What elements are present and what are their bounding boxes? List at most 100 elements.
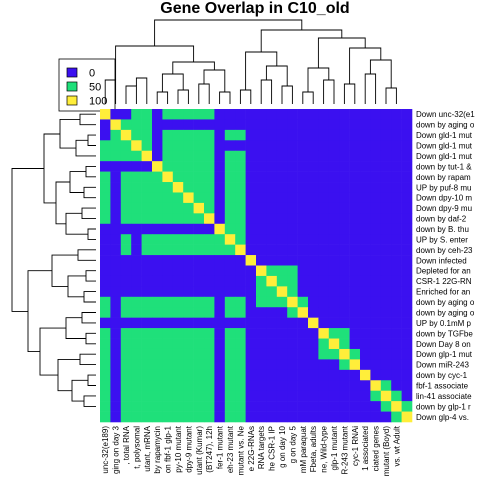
heatmap-cell (287, 380, 298, 391)
heatmap-cell (318, 119, 330, 131)
dendrogram-branch (79, 353, 96, 366)
heatmap-cell (339, 223, 350, 235)
heatmap-cell (328, 380, 340, 391)
heatmap-cell (131, 182, 142, 193)
heatmap-cell (360, 223, 371, 235)
dendrogram-branch (364, 73, 377, 104)
heatmap-cell (152, 192, 163, 204)
heatmap-cell (235, 317, 246, 329)
heatmap-cell (235, 213, 246, 225)
heatmap-cell (380, 317, 392, 329)
heatmap-cell (224, 182, 236, 193)
heatmap-cell (245, 244, 257, 256)
heatmap-cell (193, 380, 205, 391)
heatmap-cell (349, 161, 361, 172)
heatmap-cell (360, 359, 371, 371)
heatmap-cell (360, 307, 371, 318)
heatmap-cell (380, 140, 392, 152)
heatmap-cell (214, 328, 226, 339)
heatmap-cell (214, 380, 226, 391)
heatmap-cell (297, 369, 309, 381)
heatmap-cell (100, 317, 111, 329)
heatmap-cell (266, 275, 278, 287)
heatmap-cell (245, 380, 257, 391)
heatmap-cell (245, 307, 257, 318)
heatmap-cell (141, 255, 153, 266)
legend-swatch (66, 67, 78, 78)
heatmap-cell (214, 234, 226, 245)
heatmap-cell (370, 348, 382, 360)
heatmap-cell (328, 234, 340, 245)
heatmap-cell (370, 265, 382, 277)
heatmap-cell (339, 411, 350, 423)
heatmap-cell (297, 390, 309, 402)
heatmap-cell (328, 119, 340, 131)
heatmap-cell (183, 161, 194, 172)
heatmap-cell (276, 317, 288, 329)
heatmap-cell (349, 223, 361, 235)
heatmap-cell (360, 286, 371, 298)
heatmap-cell (318, 202, 330, 214)
dendrogram-branch (39, 327, 66, 376)
column-label: glp-1 mutant (330, 425, 339, 470)
heatmap-cell (172, 192, 184, 204)
dendrogram-branch (75, 139, 96, 157)
heatmap-cell (245, 411, 257, 423)
heatmap-cell (318, 275, 330, 287)
heatmap-cell (401, 109, 413, 120)
heatmap-cell (131, 265, 142, 277)
heatmap-cell (224, 192, 236, 204)
heatmap-cell (204, 234, 215, 245)
dendrogram-branch (59, 118, 80, 149)
heatmap-cell (224, 255, 236, 266)
heatmap-cell (401, 129, 413, 141)
heatmap-cell (245, 119, 257, 131)
heatmap-cell (120, 328, 132, 339)
heatmap-cell (370, 369, 382, 381)
heatmap-cell (245, 161, 257, 172)
heatmap-cell (349, 296, 361, 308)
heatmap-cell (214, 171, 226, 183)
heatmap-cell (266, 307, 278, 318)
dendrogram-branch (260, 29, 343, 52)
heatmap-cell (183, 255, 194, 266)
heatmap-cell (287, 119, 298, 131)
heatmap-cell (100, 255, 111, 266)
heatmap-cell (256, 119, 267, 131)
heatmap-cell (339, 171, 350, 183)
heatmap-cell (214, 202, 226, 214)
heatmap-cell (401, 359, 413, 371)
heatmap-cell (370, 119, 382, 131)
heatmap-cell (172, 411, 184, 423)
heatmap-cell (308, 286, 319, 298)
heatmap-cell (328, 265, 340, 277)
heatmap-cell (100, 401, 111, 412)
legend-label: 50 (89, 82, 101, 94)
heatmap-cell (110, 161, 122, 172)
heatmap-cell (152, 171, 163, 183)
heatmap-cell (214, 182, 226, 193)
heatmap-cell (162, 338, 174, 350)
heatmap-cell (204, 255, 215, 266)
heatmap-cell (360, 109, 371, 120)
heatmap-cell (287, 359, 298, 371)
heatmap-cell (100, 234, 111, 245)
heatmap-cell (110, 119, 122, 131)
heatmap-cell (110, 296, 122, 308)
heatmap-cell (100, 328, 111, 339)
heatmap-cell (276, 129, 288, 141)
row-label: Down glp-4 vs. (416, 413, 469, 422)
heatmap-cell (162, 265, 174, 277)
heatmap-cell (360, 401, 371, 412)
heatmap-cell (391, 359, 402, 371)
heatmap-cell (131, 161, 142, 172)
dendrogram-branch (85, 270, 96, 282)
heatmap-cell (204, 411, 215, 423)
heatmap-cell (162, 348, 174, 360)
heatmap-cell (391, 192, 402, 204)
heatmap-cell (152, 140, 163, 152)
heatmap-cell (162, 286, 174, 298)
heatmap-cell (370, 109, 382, 120)
heatmap-cell (224, 150, 236, 162)
heatmap-cell (287, 244, 298, 256)
